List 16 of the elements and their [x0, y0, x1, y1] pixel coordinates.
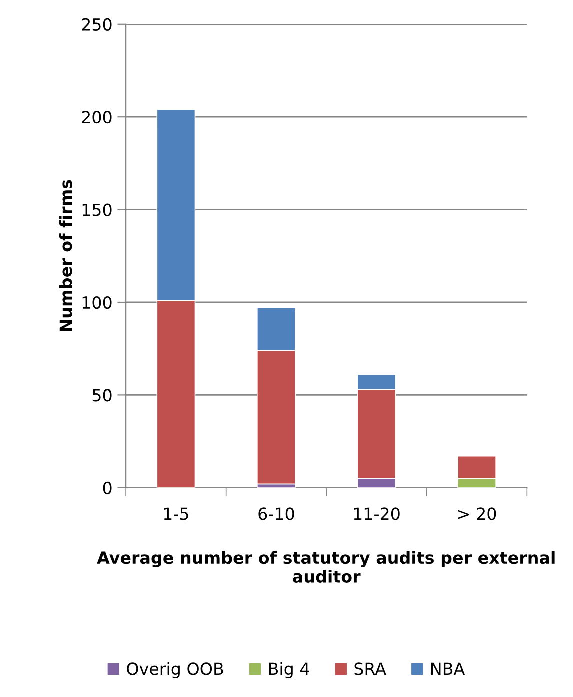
x-axis-title: Average number of statutory audits per external auditor — [97, 551, 555, 583]
y-tick-label: 50 — [92, 389, 112, 402]
legend-label: Overig OOB — [127, 662, 224, 679]
y-tick-label: 250 — [82, 18, 112, 31]
y-tick-label: 200 — [82, 111, 112, 124]
x-tick-label: 11-20 — [354, 508, 400, 520]
legend-label: Big 4 — [269, 662, 310, 679]
y-axis-title: Number of firms — [59, 180, 72, 332]
legend-label: SRA — [354, 662, 386, 676]
y-tick-label: 100 — [82, 296, 112, 310]
x-tick-label: 1-5 — [164, 508, 188, 520]
legend-label: NBA — [432, 662, 466, 676]
x-tick-label: > 20 — [458, 508, 496, 520]
x-tick-label: 6-10 — [258, 508, 294, 520]
y-tick-label: 0 — [103, 482, 112, 494]
y-tick-label: 150 — [82, 204, 112, 216]
